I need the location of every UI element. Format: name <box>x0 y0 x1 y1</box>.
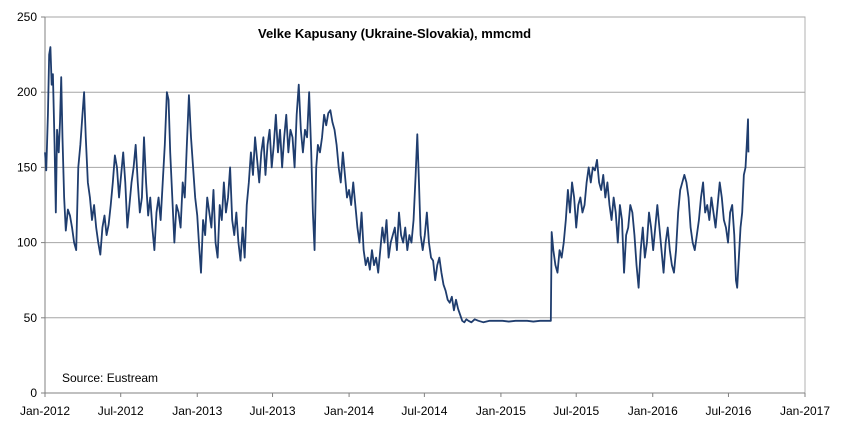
x-tick-label: Jan-2017 <box>780 404 830 418</box>
y-tick-label: 250 <box>17 10 37 24</box>
chart-title: Velke Kapusany (Ukraine-Slovakia), mmcmd <box>258 26 531 41</box>
series-line <box>44 46 750 324</box>
source-annotation: Source: Eustream <box>62 371 158 385</box>
x-tick-label: Jul-2014 <box>401 404 447 418</box>
x-tick-label: Jan-2016 <box>628 404 678 418</box>
y-tick-label: 150 <box>17 160 37 174</box>
x-tick-label: Jul-2012 <box>98 404 144 418</box>
x-tick-label: Jan-2012 <box>20 404 70 418</box>
x-axis: Jan-2012 Jul-2012 Jan-2013 Jul-2013 Jan-2014… <box>20 393 830 418</box>
x-tick-label: Jul-2013 <box>250 404 296 418</box>
x-tick-label: Jul-2016 <box>705 404 751 418</box>
x-tick-label: Jan-2014 <box>324 404 374 418</box>
y-axis: 0 50 100 150 200 250 <box>17 10 45 400</box>
x-tick-label: Jan-2013 <box>172 404 222 418</box>
x-tick-label: Jul-2015 <box>553 404 599 418</box>
y-tick-label: 0 <box>30 386 37 400</box>
y-tick-label: 200 <box>17 85 37 99</box>
x-tick-label: Jan-2015 <box>476 404 526 418</box>
y-tick-label: 100 <box>17 236 37 250</box>
y-tick-label: 50 <box>24 311 38 325</box>
